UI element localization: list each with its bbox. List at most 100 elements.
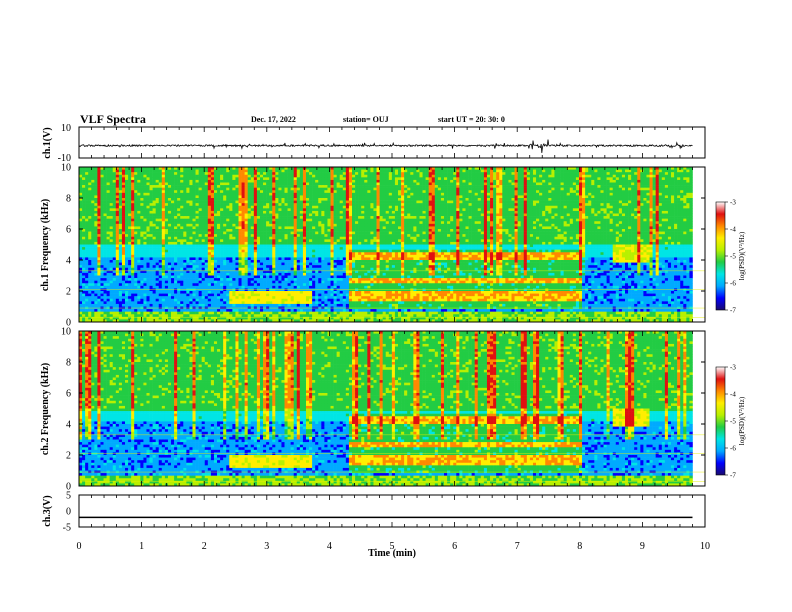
spectrogram-cell bbox=[180, 309, 184, 312]
spectrogram-cell bbox=[220, 190, 224, 194]
spectrogram-cell bbox=[131, 185, 135, 188]
spectrogram-cell bbox=[134, 213, 138, 217]
spectrogram-cell bbox=[121, 291, 126, 294]
spectrogram-cell bbox=[192, 244, 196, 248]
spectrogram-cell bbox=[94, 319, 98, 323]
spectrogram-cell bbox=[296, 316, 301, 320]
spectrogram-cell bbox=[174, 239, 178, 243]
spectrogram-cell bbox=[140, 231, 144, 235]
spectrogram-cell bbox=[213, 213, 218, 217]
spectrogram-cell bbox=[189, 187, 193, 191]
spectrogram-cell bbox=[167, 314, 172, 318]
spectrogram-cell bbox=[171, 195, 175, 199]
spectrogram-cell bbox=[161, 208, 166, 212]
spectrogram-cell bbox=[79, 270, 83, 274]
spectrogram-cell bbox=[321, 187, 325, 191]
spectrogram-cell bbox=[183, 311, 187, 315]
spectrogram-cell bbox=[238, 283, 242, 287]
spectrogram-cell bbox=[226, 205, 230, 209]
spectrogram-cell bbox=[158, 229, 163, 232]
spectrogram-cell bbox=[79, 291, 83, 294]
spectrogram-cell bbox=[244, 278, 249, 281]
spectrogram-cell bbox=[195, 218, 199, 222]
spectrogram-cell bbox=[152, 314, 156, 318]
spectrogram-cell bbox=[125, 179, 129, 183]
spectrogram-cell bbox=[91, 298, 95, 302]
spectrogram-cell bbox=[278, 301, 282, 305]
spectrogram-cell bbox=[85, 296, 89, 300]
spectrogram-cell bbox=[118, 200, 123, 204]
spectrogram-cell bbox=[290, 301, 295, 305]
spectrogram-cell bbox=[315, 229, 319, 232]
spectrogram-cell bbox=[174, 254, 178, 258]
spectrogram-cell bbox=[128, 208, 132, 212]
spectrogram-cell bbox=[128, 283, 132, 287]
spectrogram-cell bbox=[131, 275, 135, 279]
spectrogram-cell bbox=[85, 185, 89, 188]
spectrogram-cell bbox=[241, 185, 245, 188]
spectrogram-cell bbox=[275, 314, 279, 318]
spectrogram-cell bbox=[140, 283, 144, 287]
spectrogram-cell bbox=[149, 221, 153, 225]
spectrogram-cell bbox=[171, 249, 175, 253]
spectrogram-cell bbox=[198, 185, 202, 188]
spectrogram-cell bbox=[241, 278, 245, 281]
spectrogram-cell bbox=[152, 239, 156, 243]
spectrogram-cell bbox=[321, 179, 325, 183]
spectrogram-cell bbox=[125, 309, 129, 312]
spectrogram-cell bbox=[330, 267, 334, 271]
spectrogram-cell bbox=[296, 210, 301, 214]
spectrogram-cell bbox=[287, 200, 291, 204]
spectrogram-cell bbox=[207, 216, 212, 219]
spectrogram-cell bbox=[229, 229, 233, 232]
spectrogram-cell bbox=[137, 213, 141, 217]
spectrogram-cell bbox=[305, 174, 310, 178]
spectrogram-cell bbox=[213, 167, 218, 170]
spectrogram-cell bbox=[213, 182, 218, 186]
spectrogram-cell bbox=[223, 229, 227, 232]
spectrogram-cell bbox=[223, 257, 227, 261]
spectrogram-cell bbox=[247, 275, 252, 279]
spectrogram-cell bbox=[247, 223, 252, 227]
spectrogram-cell bbox=[330, 167, 334, 170]
spectrogram-cell bbox=[103, 314, 107, 318]
spectrogram-cell bbox=[305, 316, 310, 320]
spectrogram-cell bbox=[321, 185, 325, 188]
spectrogram-cell bbox=[324, 218, 328, 222]
spectrogram-cell bbox=[238, 241, 242, 245]
spectrogram-cell bbox=[109, 267, 114, 271]
spectrogram-cell bbox=[263, 167, 267, 170]
spectrogram-cell bbox=[312, 226, 316, 230]
spectrogram-cell bbox=[223, 278, 227, 281]
spectrogram-cell bbox=[266, 226, 270, 230]
spectrogram-cell bbox=[315, 267, 319, 271]
spectrogram-cell bbox=[94, 275, 98, 279]
spectrogram-cell bbox=[88, 203, 92, 207]
spectrogram-cell bbox=[91, 288, 95, 292]
spectrogram-cell bbox=[186, 267, 190, 271]
spectrogram-cell bbox=[241, 275, 245, 279]
spectrogram-cell bbox=[155, 285, 160, 289]
spectrogram-cell bbox=[238, 272, 242, 276]
spectrogram-cell bbox=[281, 169, 285, 173]
spectrogram-cell bbox=[155, 254, 160, 258]
spectrogram-cell bbox=[158, 319, 163, 323]
spectrogram-cell bbox=[161, 167, 166, 170]
spectrogram-cell bbox=[305, 221, 310, 225]
spectrogram-cell bbox=[302, 223, 307, 227]
spectrogram-cell bbox=[278, 172, 282, 176]
spectrogram-cell bbox=[201, 236, 206, 240]
spectrogram-cell bbox=[118, 231, 123, 235]
spectrogram-cell bbox=[198, 223, 202, 227]
spectrogram-cell bbox=[198, 265, 202, 269]
spectrogram-cell bbox=[100, 190, 104, 194]
spectrogram-cell bbox=[213, 203, 218, 207]
spectrogram-cell bbox=[177, 229, 181, 232]
spectrogram-cell bbox=[140, 314, 144, 318]
spectrogram-cell bbox=[266, 177, 270, 181]
spectrogram-cell bbox=[171, 231, 175, 235]
spectrogram-cell bbox=[180, 185, 184, 188]
spectrogram-cell bbox=[263, 174, 267, 178]
spectrogram-cell bbox=[247, 169, 252, 173]
spectrogram-cell bbox=[324, 272, 328, 276]
